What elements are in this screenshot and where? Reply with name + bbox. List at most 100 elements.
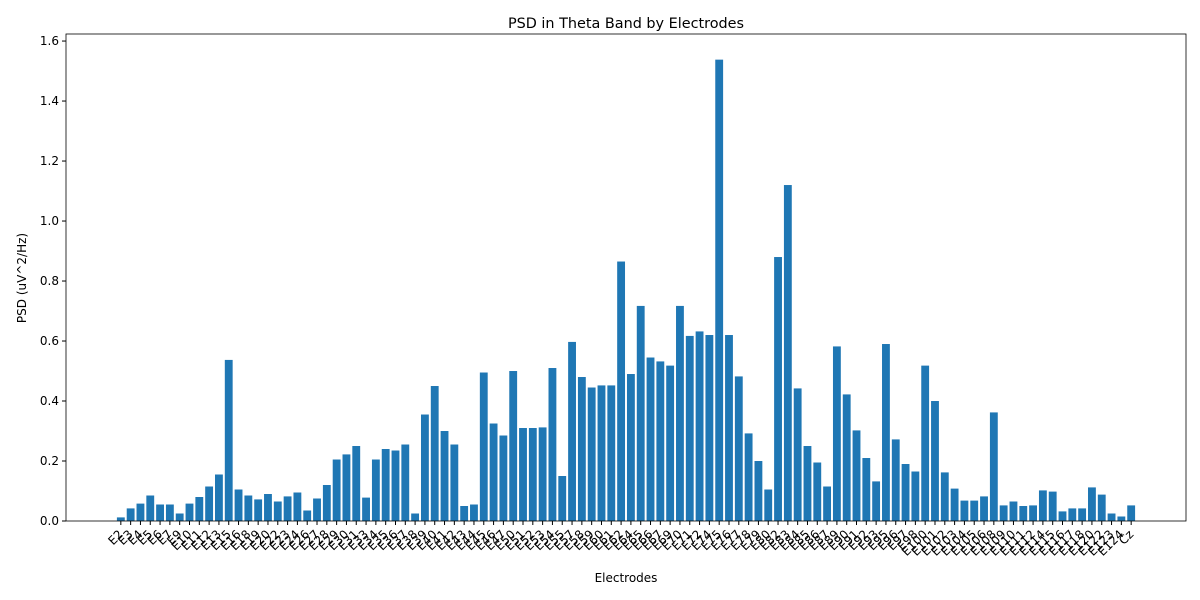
bar	[901, 464, 910, 521]
bar	[705, 335, 714, 521]
bar	[872, 481, 881, 521]
bar	[499, 435, 508, 521]
y-tick-label: 1.0	[40, 214, 59, 228]
bar	[450, 444, 459, 521]
bar	[381, 449, 390, 521]
bar	[832, 346, 841, 521]
y-tick-label: 0.0	[40, 514, 59, 528]
bar	[195, 497, 204, 521]
bar	[126, 508, 135, 521]
bar	[636, 305, 645, 521]
bar	[1019, 506, 1028, 521]
bar	[666, 365, 675, 521]
bar	[793, 388, 802, 521]
bar	[165, 504, 174, 521]
y-tick-label: 1.4	[40, 94, 59, 108]
bar	[999, 505, 1008, 521]
bar	[391, 450, 400, 521]
bar	[234, 489, 243, 521]
bar	[695, 331, 704, 521]
bar	[1107, 513, 1116, 521]
bar	[676, 305, 684, 521]
bar	[882, 344, 890, 521]
bar	[1029, 505, 1038, 521]
bar	[420, 414, 429, 521]
bar	[970, 500, 979, 521]
bar	[205, 486, 214, 521]
bar	[293, 492, 302, 521]
bar	[842, 394, 851, 521]
bar	[823, 486, 832, 521]
bar	[931, 401, 939, 521]
bar	[519, 428, 527, 521]
y-tick-label: 0.4	[40, 394, 59, 408]
y-tick-label: 0.6	[40, 334, 59, 348]
bar	[332, 459, 341, 521]
bar	[430, 386, 439, 521]
bar	[1097, 494, 1106, 521]
bar	[1088, 487, 1096, 521]
bar	[538, 427, 547, 521]
bar	[803, 446, 812, 521]
bar	[214, 474, 223, 521]
bar	[264, 494, 272, 521]
bar	[597, 385, 606, 521]
bar	[440, 431, 449, 521]
bar	[283, 496, 292, 521]
bar	[921, 365, 930, 521]
bar	[371, 459, 380, 521]
bar	[254, 499, 263, 521]
bar	[401, 444, 410, 521]
bar	[1117, 516, 1126, 521]
bar	[891, 439, 900, 521]
bar	[470, 504, 478, 521]
plot-frame	[65, 33, 1187, 522]
bar	[558, 476, 567, 521]
bar	[1068, 508, 1077, 521]
bar	[911, 471, 920, 521]
bar	[774, 257, 782, 521]
bar	[725, 335, 733, 521]
bar	[460, 506, 469, 521]
bar	[273, 501, 282, 521]
bar	[715, 59, 724, 521]
bar	[960, 500, 969, 521]
bar	[646, 357, 655, 521]
bar	[156, 504, 164, 521]
y-tick-label: 1.2	[40, 154, 59, 168]
y-axis-label: PSD (uV^2/Hz)	[15, 233, 29, 323]
bar	[244, 495, 253, 521]
bar	[744, 433, 753, 521]
bar	[862, 458, 871, 521]
y-tick-label: 0.8	[40, 274, 59, 288]
bar	[980, 496, 988, 521]
bar	[950, 488, 959, 521]
bar	[813, 462, 822, 521]
bar	[656, 361, 665, 521]
bar	[764, 489, 773, 521]
bar	[783, 185, 792, 522]
bar	[989, 412, 998, 521]
y-tick-label: 1.6	[40, 34, 59, 48]
bar	[411, 513, 420, 521]
bar	[1048, 491, 1057, 521]
bar	[146, 495, 155, 521]
bar	[342, 454, 351, 521]
bar	[1058, 511, 1067, 521]
bar	[607, 385, 616, 521]
bar	[568, 341, 576, 521]
bar	[175, 513, 184, 521]
bar	[754, 461, 763, 521]
y-tick-label: 0.2	[40, 454, 59, 468]
bar	[587, 387, 596, 521]
bar	[940, 472, 949, 521]
bar	[509, 371, 518, 521]
bar	[1009, 501, 1018, 521]
x-axis-label: Electrodes	[595, 571, 658, 585]
bar	[116, 517, 125, 521]
bar	[322, 485, 331, 521]
bar	[852, 430, 861, 521]
bar	[362, 497, 370, 521]
bar	[577, 377, 586, 521]
